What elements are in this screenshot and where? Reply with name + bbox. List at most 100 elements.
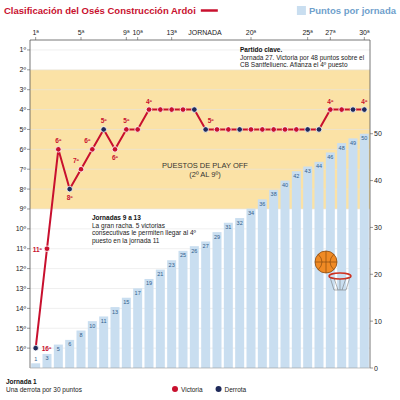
band-label-line: PUESTOS DE PLAY OFF xyxy=(162,161,248,170)
x-tick xyxy=(137,37,138,40)
bar-label: 3 xyxy=(45,355,48,361)
bar-label: 19 xyxy=(146,280,152,286)
y-tick xyxy=(27,109,30,110)
marker xyxy=(192,107,198,113)
grid-line xyxy=(30,69,370,70)
annotation-text: Jornada 27. Victoria por 48 puntos sobre… xyxy=(240,54,365,70)
x-tick xyxy=(81,37,82,40)
y-tick xyxy=(27,288,30,289)
bar-label: 1 xyxy=(34,356,37,362)
annotation-line: Una derrota por 30 puntos xyxy=(6,386,83,394)
bar xyxy=(360,134,369,368)
bar-label: 15 xyxy=(123,299,129,305)
bar xyxy=(224,223,233,368)
bar-label: 29 xyxy=(214,234,220,240)
x-tick-label: 20ª xyxy=(246,29,257,36)
y-tick xyxy=(27,268,30,269)
y2-tick-label: 10 xyxy=(374,318,382,325)
point-label: 11º xyxy=(33,246,43,253)
point-label: 4º xyxy=(327,98,334,105)
annotation-title: Partido clave. xyxy=(240,46,282,53)
point-label: 8º xyxy=(67,194,74,201)
x-axis-title: JORNADA xyxy=(188,29,222,36)
ball xyxy=(315,251,337,273)
bar-label: 11 xyxy=(101,318,107,324)
x-tick xyxy=(35,37,36,40)
bar xyxy=(258,199,267,368)
marker xyxy=(146,107,152,113)
point-label: 6º xyxy=(112,154,119,161)
x-tick xyxy=(307,37,308,40)
grid-line xyxy=(30,109,370,110)
annotation-line: CB Santfeliuenc. Afianza el 4º puesto xyxy=(240,61,348,69)
y2-tick-label: 30 xyxy=(374,224,382,231)
legend-key-line xyxy=(201,9,218,12)
bar xyxy=(145,279,154,368)
bar-label: 26 xyxy=(191,248,197,254)
bar xyxy=(133,288,142,368)
annotation-text: Una derrota por 30 puntos xyxy=(6,386,83,394)
marker xyxy=(135,127,141,133)
point-label: 16º xyxy=(42,345,52,352)
bar xyxy=(235,218,244,368)
bar-label: 23 xyxy=(169,262,175,268)
marker xyxy=(282,127,288,133)
y-tick-label: 3º xyxy=(20,86,27,93)
x-tick xyxy=(126,37,127,40)
bar-label: 10 xyxy=(89,323,95,329)
marker xyxy=(362,107,368,113)
annotation-title: Jornadas 9 a 13 xyxy=(92,214,141,221)
bar xyxy=(201,241,210,368)
marker xyxy=(56,147,62,153)
point-label: 6º xyxy=(55,137,62,144)
marker xyxy=(158,107,164,113)
marker xyxy=(33,345,39,351)
bar-label: 25 xyxy=(180,252,186,258)
bar xyxy=(247,209,256,368)
marker xyxy=(305,127,311,133)
bar xyxy=(156,270,165,368)
y-tick xyxy=(27,328,30,329)
position-line xyxy=(36,110,365,349)
x-tick-label: 13ª xyxy=(166,29,177,36)
chart: Clasificación del Osés Construcción Ardo… xyxy=(0,0,400,400)
bar-label: 34 xyxy=(248,210,254,216)
point-label: 4º xyxy=(361,98,368,105)
bar-label: 32 xyxy=(237,220,243,226)
bar xyxy=(190,246,199,368)
annotation-text: La gran racha. 5 victoriasconsecutivas l… xyxy=(92,222,197,245)
bar xyxy=(31,363,40,368)
bar-label: 31 xyxy=(225,224,231,230)
plot-area xyxy=(31,107,369,368)
y-tick xyxy=(27,348,30,349)
point-label: 6º xyxy=(84,137,91,144)
bar-label: 17 xyxy=(135,290,141,296)
grid-line xyxy=(30,49,370,50)
y-tick xyxy=(27,248,30,249)
y-tick-label: 15º xyxy=(16,325,27,332)
bar-label: 50 xyxy=(361,135,367,141)
legend-label: Victoria xyxy=(181,386,203,393)
y-tick xyxy=(27,208,30,209)
bar-label: 6 xyxy=(68,341,71,347)
bar xyxy=(303,167,312,368)
bar-label: 42 xyxy=(293,173,299,179)
bar xyxy=(77,331,86,368)
bar xyxy=(281,181,290,368)
bar-label: 13 xyxy=(112,309,118,315)
y-tick xyxy=(27,189,30,190)
marker xyxy=(339,107,345,113)
y-tick xyxy=(27,89,30,90)
marker xyxy=(350,107,356,113)
marker xyxy=(78,166,84,172)
legend-title-line: Clasificación del Osés Construcción Ardo… xyxy=(4,5,196,16)
bar xyxy=(65,340,74,368)
bar xyxy=(337,143,346,368)
y-tick xyxy=(27,169,30,170)
annotation-title: Jornada 1 xyxy=(6,378,37,385)
y-tick-label: 8º xyxy=(20,186,27,193)
marker xyxy=(294,127,300,133)
x-tick-label: 9ª xyxy=(123,29,130,36)
x-tick xyxy=(330,37,331,40)
band-label: PUESTOS DE PLAY OFF(2º AL 9º) xyxy=(162,161,248,179)
